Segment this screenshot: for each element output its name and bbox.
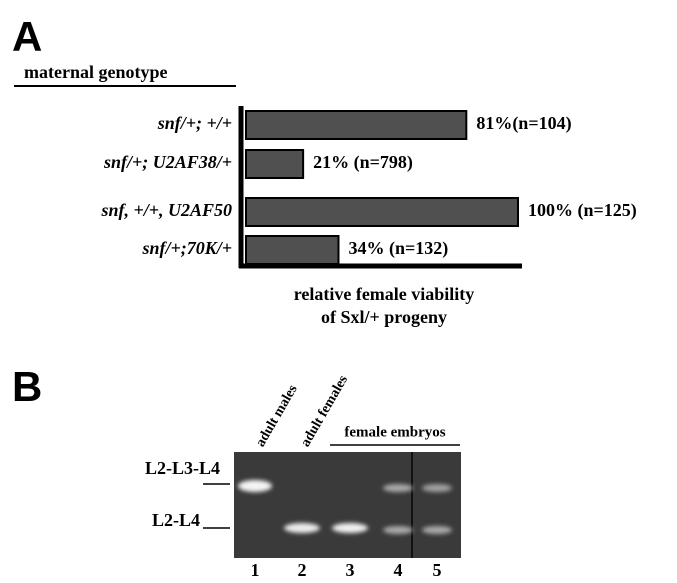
figure: A maternal genotype relative female viab… [0, 0, 677, 583]
category-axis-title: maternal genotype [24, 62, 167, 82]
group-header: female embryos [344, 424, 445, 440]
value-label: 81%(n=104) [476, 113, 571, 134]
band-label: L2-L4 [152, 510, 200, 530]
bar [246, 198, 518, 226]
bar [246, 236, 338, 264]
lane-number: 5 [433, 560, 442, 580]
lane-number: 4 [394, 560, 403, 580]
lane-number: 1 [251, 560, 260, 580]
value-axis-title: of Sxl/+ progeny [321, 307, 447, 327]
value-label: 34% (n=132) [348, 238, 448, 259]
lane-number: 3 [346, 560, 355, 580]
value-label: 21% (n=798) [313, 152, 413, 173]
category-label: snf/+; +/+ [157, 113, 232, 133]
panel-letter: B [12, 363, 42, 410]
lane-number: 2 [298, 560, 307, 580]
bar [246, 150, 303, 178]
bar [246, 111, 466, 139]
category-label: snf/+;70K/+ [141, 238, 232, 258]
category-label: snf, +/+, U2AF50 [100, 200, 232, 220]
value-axis-title: relative female viability [294, 284, 475, 304]
band-label: L2-L3-L4 [145, 458, 220, 478]
panel-letter: A [12, 13, 42, 60]
category-label: snf/+; U2AF38/+ [103, 152, 232, 172]
value-label: 100% (n=125) [528, 200, 637, 221]
gel [234, 452, 461, 558]
lane-header: adult males [253, 382, 301, 450]
